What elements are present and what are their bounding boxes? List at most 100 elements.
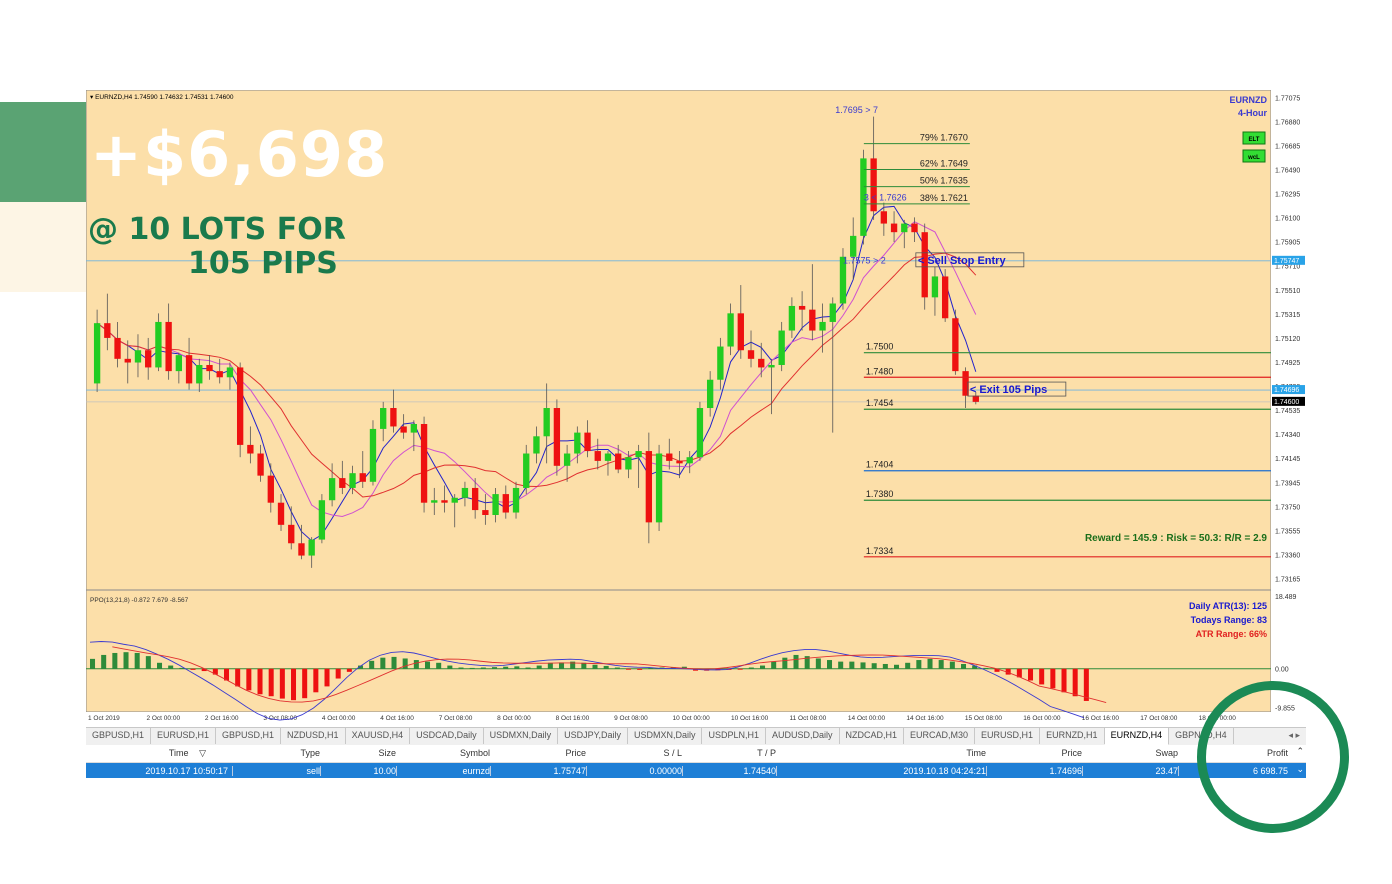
candle [829,303,836,322]
tab-usdpln-h1[interactable]: USDPLN,H1 [702,728,766,744]
ppo-bar [626,668,632,670]
time-tick: 1 Oct 2019 [88,715,120,722]
tab-usdjpy-daily[interactable]: USDJPY,Daily [558,728,628,744]
trade-symbol: eurnzd [396,766,491,776]
tab-gbpusd-h1[interactable]: GBPUSD,H1 [86,728,152,744]
ppo-bar [927,658,933,669]
trade-row[interactable]: 2019.10.17 10:50:17 sell 10.00 eurnzd 1.… [86,763,1306,778]
ppo-bar [815,658,821,669]
col-sl[interactable]: S / L [663,748,682,758]
price-tick: 1.74535 [1275,408,1300,415]
candle [880,211,888,224]
col-symbol[interactable]: Symbol [459,748,490,758]
ppo-bar [570,661,576,669]
price-marker [1272,255,1305,265]
ppo-bar [335,668,341,679]
price-tick: 1.75315 [1275,312,1300,319]
ppo-header: PPO(13,21,8) -0.872 7.679 -8.567 [90,597,189,604]
ppo-bar [547,662,553,669]
candle [727,313,734,347]
tab-nzdcad-h1[interactable]: NZDCAD,H1 [840,728,905,744]
ppo-bar [536,665,542,669]
time-tick: 16 Oct 00:00 [1023,715,1061,722]
col-time-open[interactable]: Time ▽ [168,748,206,758]
ppo-bar [905,662,911,669]
candle [277,502,285,525]
tab-eurnzd-h1[interactable]: EURNZD,H1 [1040,728,1105,744]
ppo-bar [1039,668,1045,685]
tab-eurusd-h1[interactable]: EURUSD,H1 [975,728,1041,744]
annotation-exit: < Exit 105 Pips [970,384,1047,396]
fib-label: 79% 1.7670 [920,133,968,143]
candle [502,494,509,513]
time-tick: 7 Oct 08:00 [439,715,473,722]
ppo-tick: 0.00 [1275,667,1289,674]
tab-usdcad-daily[interactable]: USDCAD,Daily [410,728,484,744]
candle [921,232,928,298]
col-type[interactable]: Type [300,748,320,758]
candle [512,487,520,513]
candle [962,371,969,396]
ppo-bar [145,656,151,669]
candle [206,364,213,372]
candle [318,500,326,540]
time-tick: 10 Oct 00:00 [673,715,711,722]
chart-window: 1.77075 1.76880 1.76685 1.76490 1.76295 1.761… [86,90,1306,780]
time-tick: 8 Oct 16:00 [556,715,590,722]
tab-eurusd-h1[interactable]: EURUSD,H1 [151,728,217,744]
time-axis-bg [86,712,1306,726]
chart-symbol-header: ▾ EURNZD,H4 1.74590 1.74632 1.74531 1.74… [90,94,234,101]
candle [226,367,234,378]
time-tick: 14 Oct 16:00 [906,715,944,722]
col-time-close[interactable]: Time [966,748,986,758]
candle [594,451,601,461]
tab-nzdusd-h1[interactable]: NZDUSD,H1 [281,728,346,744]
price-tick: 1.73555 [1275,528,1300,535]
tab-eurcad-m30[interactable]: EURCAD,M30 [904,728,976,744]
badge-button-label: wcL [1247,155,1260,161]
price-tick: 1.74340 [1275,432,1300,439]
candle [93,323,101,384]
col-size[interactable]: Size [378,748,396,758]
candle [523,453,530,488]
candle [441,500,448,503]
pips-text: 105 PIPS [188,246,338,281]
col-price[interactable]: Price [565,748,586,758]
ppo-bar [614,667,620,669]
candle [247,444,254,454]
tab-usdmxn-daily[interactable]: USDMXN,Daily [628,728,703,744]
time-tick: 2 Oct 00:00 [146,715,180,722]
badge-button [1242,149,1266,163]
ppo-bar [257,668,263,695]
fib-label: 62% 1.7649 [920,158,968,168]
col-close-price[interactable]: Price [1061,748,1082,758]
tab-usdmxn-daily[interactable]: USDMXN,Daily [484,728,559,744]
candle [839,256,847,304]
col-swap[interactable]: Swap [1155,748,1178,758]
level-label: 1.7500 [866,342,894,352]
price-tick: 1.73945 [1275,480,1300,487]
col-tp[interactable]: T / P [757,748,776,758]
tab-eurnzd-h4[interactable]: EURNZD,H4 [1104,728,1170,745]
price-marker-text: 1.75747 [1274,258,1299,265]
ppo-bar [235,668,241,687]
ppo-bar [1061,668,1067,693]
price-tick: 1.76100 [1275,215,1300,222]
tab-xauusd-h4[interactable]: XAUUSD,H4 [346,728,411,744]
candle [543,408,550,437]
ppo-bar [346,668,352,672]
candle [114,337,121,359]
price-tick: 1.77075 [1275,96,1300,103]
tab-gbpusd-h1[interactable]: GBPUSD,H1 [216,728,282,744]
ppo-bar [771,661,777,669]
trade-close-time: 2019.10.18 04:24:21 [776,766,987,776]
fib-label: 38% 1.7621 [920,193,968,203]
candle [615,453,622,470]
annotation-sell-stop: < Sell Stop Entry [918,255,1007,267]
candle [124,358,131,363]
exit-box [967,381,1067,397]
candle [359,473,366,482]
ppo-bar [793,654,799,669]
ppo-bar [246,668,252,691]
tab-audusd-daily[interactable]: AUDUSD,Daily [766,728,840,744]
